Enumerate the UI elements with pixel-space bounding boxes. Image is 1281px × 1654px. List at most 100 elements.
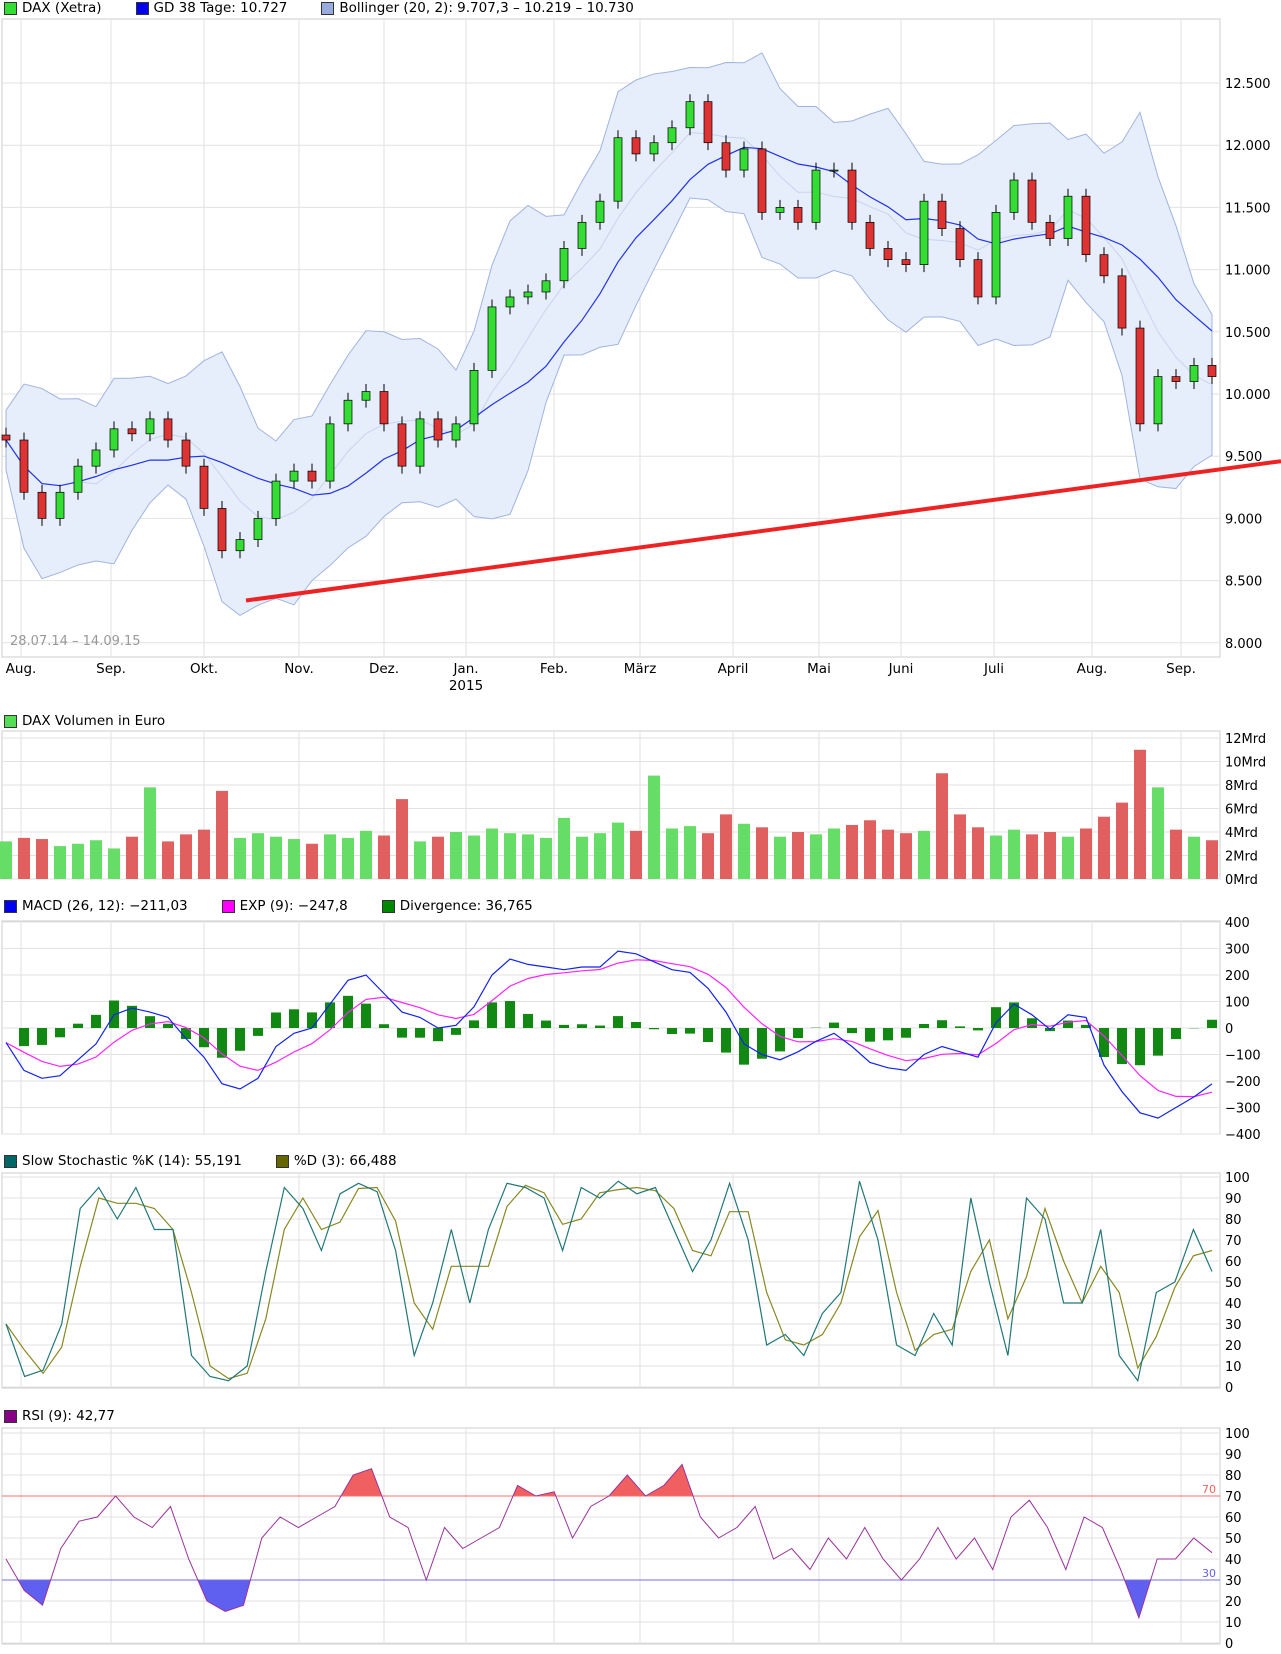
candle	[1207, 365, 1217, 377]
divergence-bar	[703, 1028, 713, 1042]
divergence-bar	[217, 1028, 227, 1058]
volume-bar	[54, 846, 66, 879]
y-tick-label: 70	[1225, 1490, 1242, 1505]
legend-label: Divergence: 36,765	[399, 898, 533, 914]
candle	[721, 142, 731, 171]
divergence-bar	[55, 1028, 65, 1038]
legend-item: Bollinger (20, 2): 9.707,3 – 10.219 – 10…	[321, 0, 634, 16]
divergence-bar	[757, 1028, 767, 1059]
candle	[271, 480, 281, 519]
volume-bar	[576, 836, 588, 879]
candle	[145, 418, 155, 435]
volume-bar	[990, 835, 1002, 879]
candle	[253, 518, 263, 540]
candle	[1171, 376, 1181, 382]
candle	[1117, 275, 1127, 329]
divergence-bar	[955, 1026, 965, 1028]
divergence-bar	[541, 1020, 551, 1028]
volume-bar	[900, 833, 912, 879]
y-tick-label: 11.500	[1225, 201, 1271, 216]
volume-bar	[450, 832, 462, 879]
volume-bar	[756, 827, 768, 879]
y-tick-label: 6Mrd	[1225, 803, 1258, 818]
y-tick-label: 40	[1225, 1553, 1242, 1568]
divergence-bar	[739, 1028, 749, 1065]
divergence-bar	[91, 1014, 101, 1028]
legend-swatch	[321, 1, 335, 15]
volume-bar	[90, 840, 102, 879]
y-tick-label: 30	[1225, 1318, 1242, 1333]
volume-bar	[594, 833, 606, 879]
volume-bar	[792, 832, 804, 879]
y-tick-label: 0	[1225, 1381, 1233, 1396]
y-tick-label: 8.000	[1225, 637, 1262, 652]
volume-bar	[936, 773, 948, 879]
volume-bar	[666, 828, 678, 879]
volume-bar	[324, 834, 336, 879]
y-tick-label: 12Mrd	[1225, 732, 1266, 747]
divergence-bar	[307, 1012, 317, 1028]
divergence-bar	[721, 1028, 731, 1053]
candle	[1063, 195, 1073, 239]
y-tick-label: 10	[1225, 1360, 1242, 1375]
divergence-bar	[433, 1028, 443, 1042]
divergence-bar	[973, 1028, 983, 1031]
legend-item: MACD (26, 12): −211,03	[4, 898, 188, 914]
divergence-bar	[235, 1028, 245, 1051]
y-tick-label: 40	[1225, 1297, 1242, 1312]
divergence-bar	[631, 1021, 641, 1028]
y-tick-label: 60	[1225, 1255, 1242, 1270]
divergence-bar	[1063, 1020, 1073, 1028]
divergence-bar	[1009, 1002, 1019, 1028]
date-range-label: 28.07.14 – 14.09.15	[10, 634, 141, 649]
divergence-bar	[163, 1023, 173, 1028]
volume-bar	[18, 837, 30, 879]
legend-item: GD 38 Tage: 10.727	[135, 0, 287, 16]
legend-swatch	[4, 714, 17, 728]
volume-legend: DAX Volumen in Euro	[4, 713, 165, 729]
divergence-bar	[379, 1024, 389, 1028]
candle	[1045, 221, 1055, 239]
volume-bar	[126, 836, 138, 879]
volume-bar	[234, 837, 246, 879]
candle	[865, 221, 875, 249]
candle	[703, 101, 713, 144]
candle	[1153, 376, 1163, 425]
candle	[19, 439, 29, 493]
divergence-bar	[325, 1002, 335, 1028]
volume-bar	[288, 839, 300, 879]
rsi-legend: RSI (9): 42,77	[4, 1408, 115, 1424]
y-tick-label: 100	[1225, 996, 1250, 1011]
y-tick-label: 0	[1225, 1637, 1233, 1652]
volume-bar	[864, 820, 876, 879]
candle	[379, 391, 389, 425]
volume-bar	[414, 841, 426, 879]
y-tick-label: 11.000	[1225, 264, 1271, 279]
y-tick-label: 0Mrd	[1225, 873, 1258, 888]
volume-bar	[540, 837, 552, 879]
divergence-bar	[919, 1023, 929, 1028]
legend-swatch	[4, 1409, 17, 1423]
volume-bar	[810, 834, 822, 879]
legend-label: Slow Stochastic %K (14): 55,191	[22, 1153, 242, 1169]
divergence-bar	[1153, 1028, 1163, 1056]
month-label: Nov.	[284, 661, 314, 677]
volume-bar	[504, 833, 516, 879]
legend-swatch	[4, 899, 17, 913]
legend-item: %D (3): 66,488	[275, 1153, 397, 1169]
candle	[523, 291, 533, 298]
candle	[37, 491, 47, 519]
volume-bar	[486, 828, 498, 879]
candle	[91, 449, 101, 467]
volume-bar	[252, 833, 264, 879]
y-tick-label: 100	[1225, 1171, 1250, 1186]
y-tick-label: 60	[1225, 1511, 1242, 1526]
divergence-bar	[271, 1012, 281, 1028]
month-label: Jan.	[452, 661, 478, 677]
volume-bar	[1008, 829, 1020, 879]
candle	[1099, 254, 1109, 277]
divergence-bar	[253, 1028, 263, 1036]
divergence-bar	[523, 1013, 533, 1028]
main-legend: DAX (Xetra) GD 38 Tage: 10.727 Bollinger (…	[4, 0, 634, 16]
